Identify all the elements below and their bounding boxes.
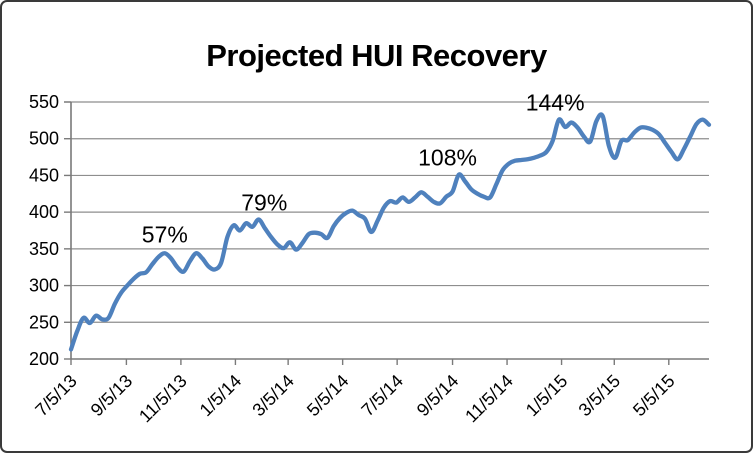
annotation-label: 57% bbox=[142, 222, 188, 248]
y-tick-label: 450 bbox=[29, 165, 59, 185]
y-tick-label: 300 bbox=[29, 276, 59, 296]
x-tick-label: 9/5/13 bbox=[87, 371, 137, 421]
y-tick-label: 550 bbox=[29, 92, 59, 112]
x-tick-label: 3/5/14 bbox=[248, 371, 298, 421]
x-tick-label: 1/5/15 bbox=[522, 371, 572, 421]
chart-title: Projected HUI Recovery bbox=[206, 38, 547, 73]
y-tick-label: 250 bbox=[29, 312, 59, 332]
annotation-label: 79% bbox=[241, 189, 287, 215]
x-tick-label: 3/5/15 bbox=[575, 371, 625, 421]
annotation-label: 108% bbox=[418, 145, 477, 171]
x-tick-label: 1/5/14 bbox=[196, 371, 246, 421]
x-tick-label: 5/5/14 bbox=[303, 371, 353, 421]
x-tick-label: 7/5/13 bbox=[31, 371, 81, 421]
x-tick-label: 7/5/14 bbox=[357, 371, 407, 421]
y-tick-label: 400 bbox=[29, 202, 59, 222]
x-tick-label: 9/5/14 bbox=[413, 371, 463, 421]
series-line bbox=[68, 112, 712, 352]
x-tick-label: 5/5/15 bbox=[629, 371, 679, 421]
y-tick-label: 350 bbox=[29, 239, 59, 259]
x-tick-label: 11/5/14 bbox=[461, 371, 517, 427]
y-tick-label: 200 bbox=[29, 349, 59, 369]
x-tick-label: 11/5/13 bbox=[135, 371, 191, 427]
y-tick-label: 500 bbox=[29, 129, 59, 149]
annotation-label: 144% bbox=[526, 89, 585, 115]
